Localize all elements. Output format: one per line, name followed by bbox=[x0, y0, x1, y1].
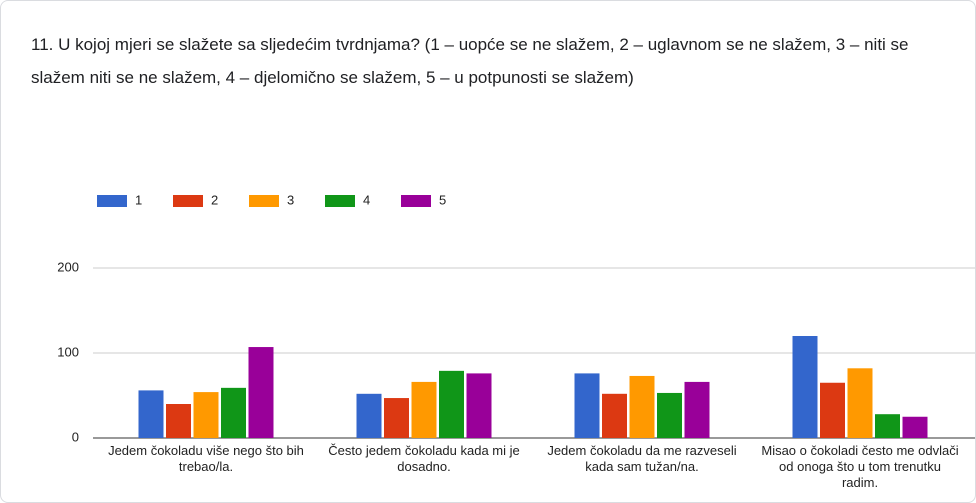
bar bbox=[439, 370, 464, 438]
bar bbox=[629, 375, 655, 438]
legend-swatch bbox=[97, 195, 127, 207]
legend-label: 4 bbox=[363, 192, 370, 207]
bar bbox=[574, 373, 600, 438]
bar bbox=[411, 381, 437, 438]
legend-swatch bbox=[173, 195, 203, 207]
chart-title: 11. U kojoj mjeri se slažete sa sljedeći… bbox=[31, 35, 909, 87]
bar bbox=[792, 336, 818, 438]
y-tick-label: 200 bbox=[57, 259, 79, 274]
bar bbox=[166, 404, 191, 438]
bar bbox=[384, 398, 409, 438]
x-tick-label: Misao o čokoladi često me odvlači od ono… bbox=[761, 443, 959, 490]
bar bbox=[657, 392, 682, 438]
bar bbox=[684, 381, 710, 438]
bar bbox=[466, 373, 492, 438]
x-tick-label: Jedem čokoladu da me razveseli kada sam … bbox=[547, 443, 737, 474]
legend-label: 5 bbox=[439, 192, 446, 207]
legend-swatch bbox=[401, 195, 431, 207]
bar bbox=[847, 368, 873, 438]
bar bbox=[902, 416, 928, 438]
y-tick-label: 0 bbox=[72, 429, 79, 444]
bar bbox=[138, 390, 164, 438]
legend-label: 1 bbox=[135, 192, 142, 207]
x-tick-label: Često jedem čokoladu kada mi je dosadno. bbox=[328, 443, 520, 474]
bar bbox=[221, 387, 246, 438]
legend-swatch bbox=[325, 195, 355, 207]
bar bbox=[602, 393, 627, 438]
bar bbox=[356, 393, 382, 438]
bar bbox=[820, 382, 845, 438]
bar bbox=[875, 414, 900, 438]
legend-label: 3 bbox=[287, 192, 294, 207]
legend-label: 2 bbox=[211, 192, 218, 207]
legend-swatch bbox=[249, 195, 279, 207]
y-tick-label: 100 bbox=[57, 344, 79, 359]
bar bbox=[193, 392, 219, 438]
bar bbox=[248, 347, 274, 438]
x-tick-label: Jedem čokoladu više nego što bih trebao/… bbox=[108, 443, 304, 474]
